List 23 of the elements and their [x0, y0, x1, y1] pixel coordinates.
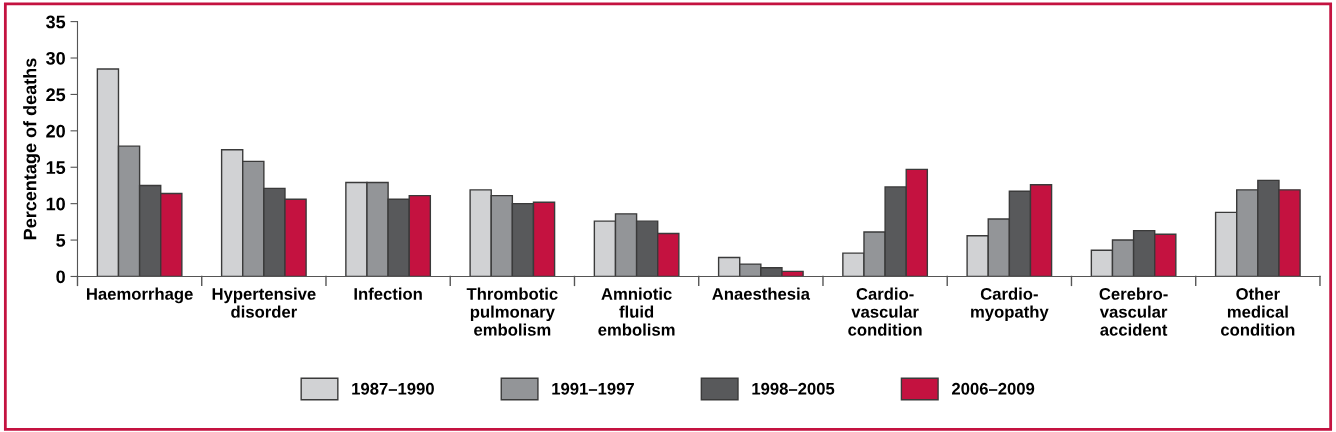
x-tick-label: Cardio- vascular condition — [848, 287, 922, 336]
y-tick-label: 25 — [46, 88, 66, 102]
x-tick-label: Infection — [354, 287, 422, 300]
x-tick-label: Amniotic fluid embolism — [598, 287, 675, 336]
x-tick-label: Hypertensive disorder — [212, 287, 316, 318]
y-tick-label: 30 — [46, 51, 65, 65]
y-tick-label: 0 — [56, 270, 65, 284]
legend-label: 2006–2009 — [951, 382, 1035, 395]
y-tick-label: 5 — [56, 234, 66, 247]
y-tick-label: 10 — [46, 197, 65, 211]
y-axis-title: Percentage of deaths — [23, 58, 41, 240]
x-tick-label: Thrombotic pulmonary embolism — [466, 287, 558, 336]
x-tick-label: Haemorrhage — [87, 287, 193, 304]
legend-label: 1987–1990 — [352, 382, 434, 395]
y-tick-label: 20 — [46, 124, 65, 138]
legend-label: 1991–1997 — [552, 382, 634, 395]
y-tick-label: 35 — [46, 15, 66, 29]
y-tick-label: 15 — [46, 161, 66, 174]
x-tick-label: Cardio- myopathy — [971, 287, 1049, 322]
x-tick-label: Anaesthesia — [712, 287, 811, 300]
x-tick-label: Other medical condition — [1221, 287, 1295, 336]
legend-label: 1998–2005 — [752, 382, 835, 395]
x-tick-label: Cerebro- vascular accident — [1099, 287, 1168, 336]
